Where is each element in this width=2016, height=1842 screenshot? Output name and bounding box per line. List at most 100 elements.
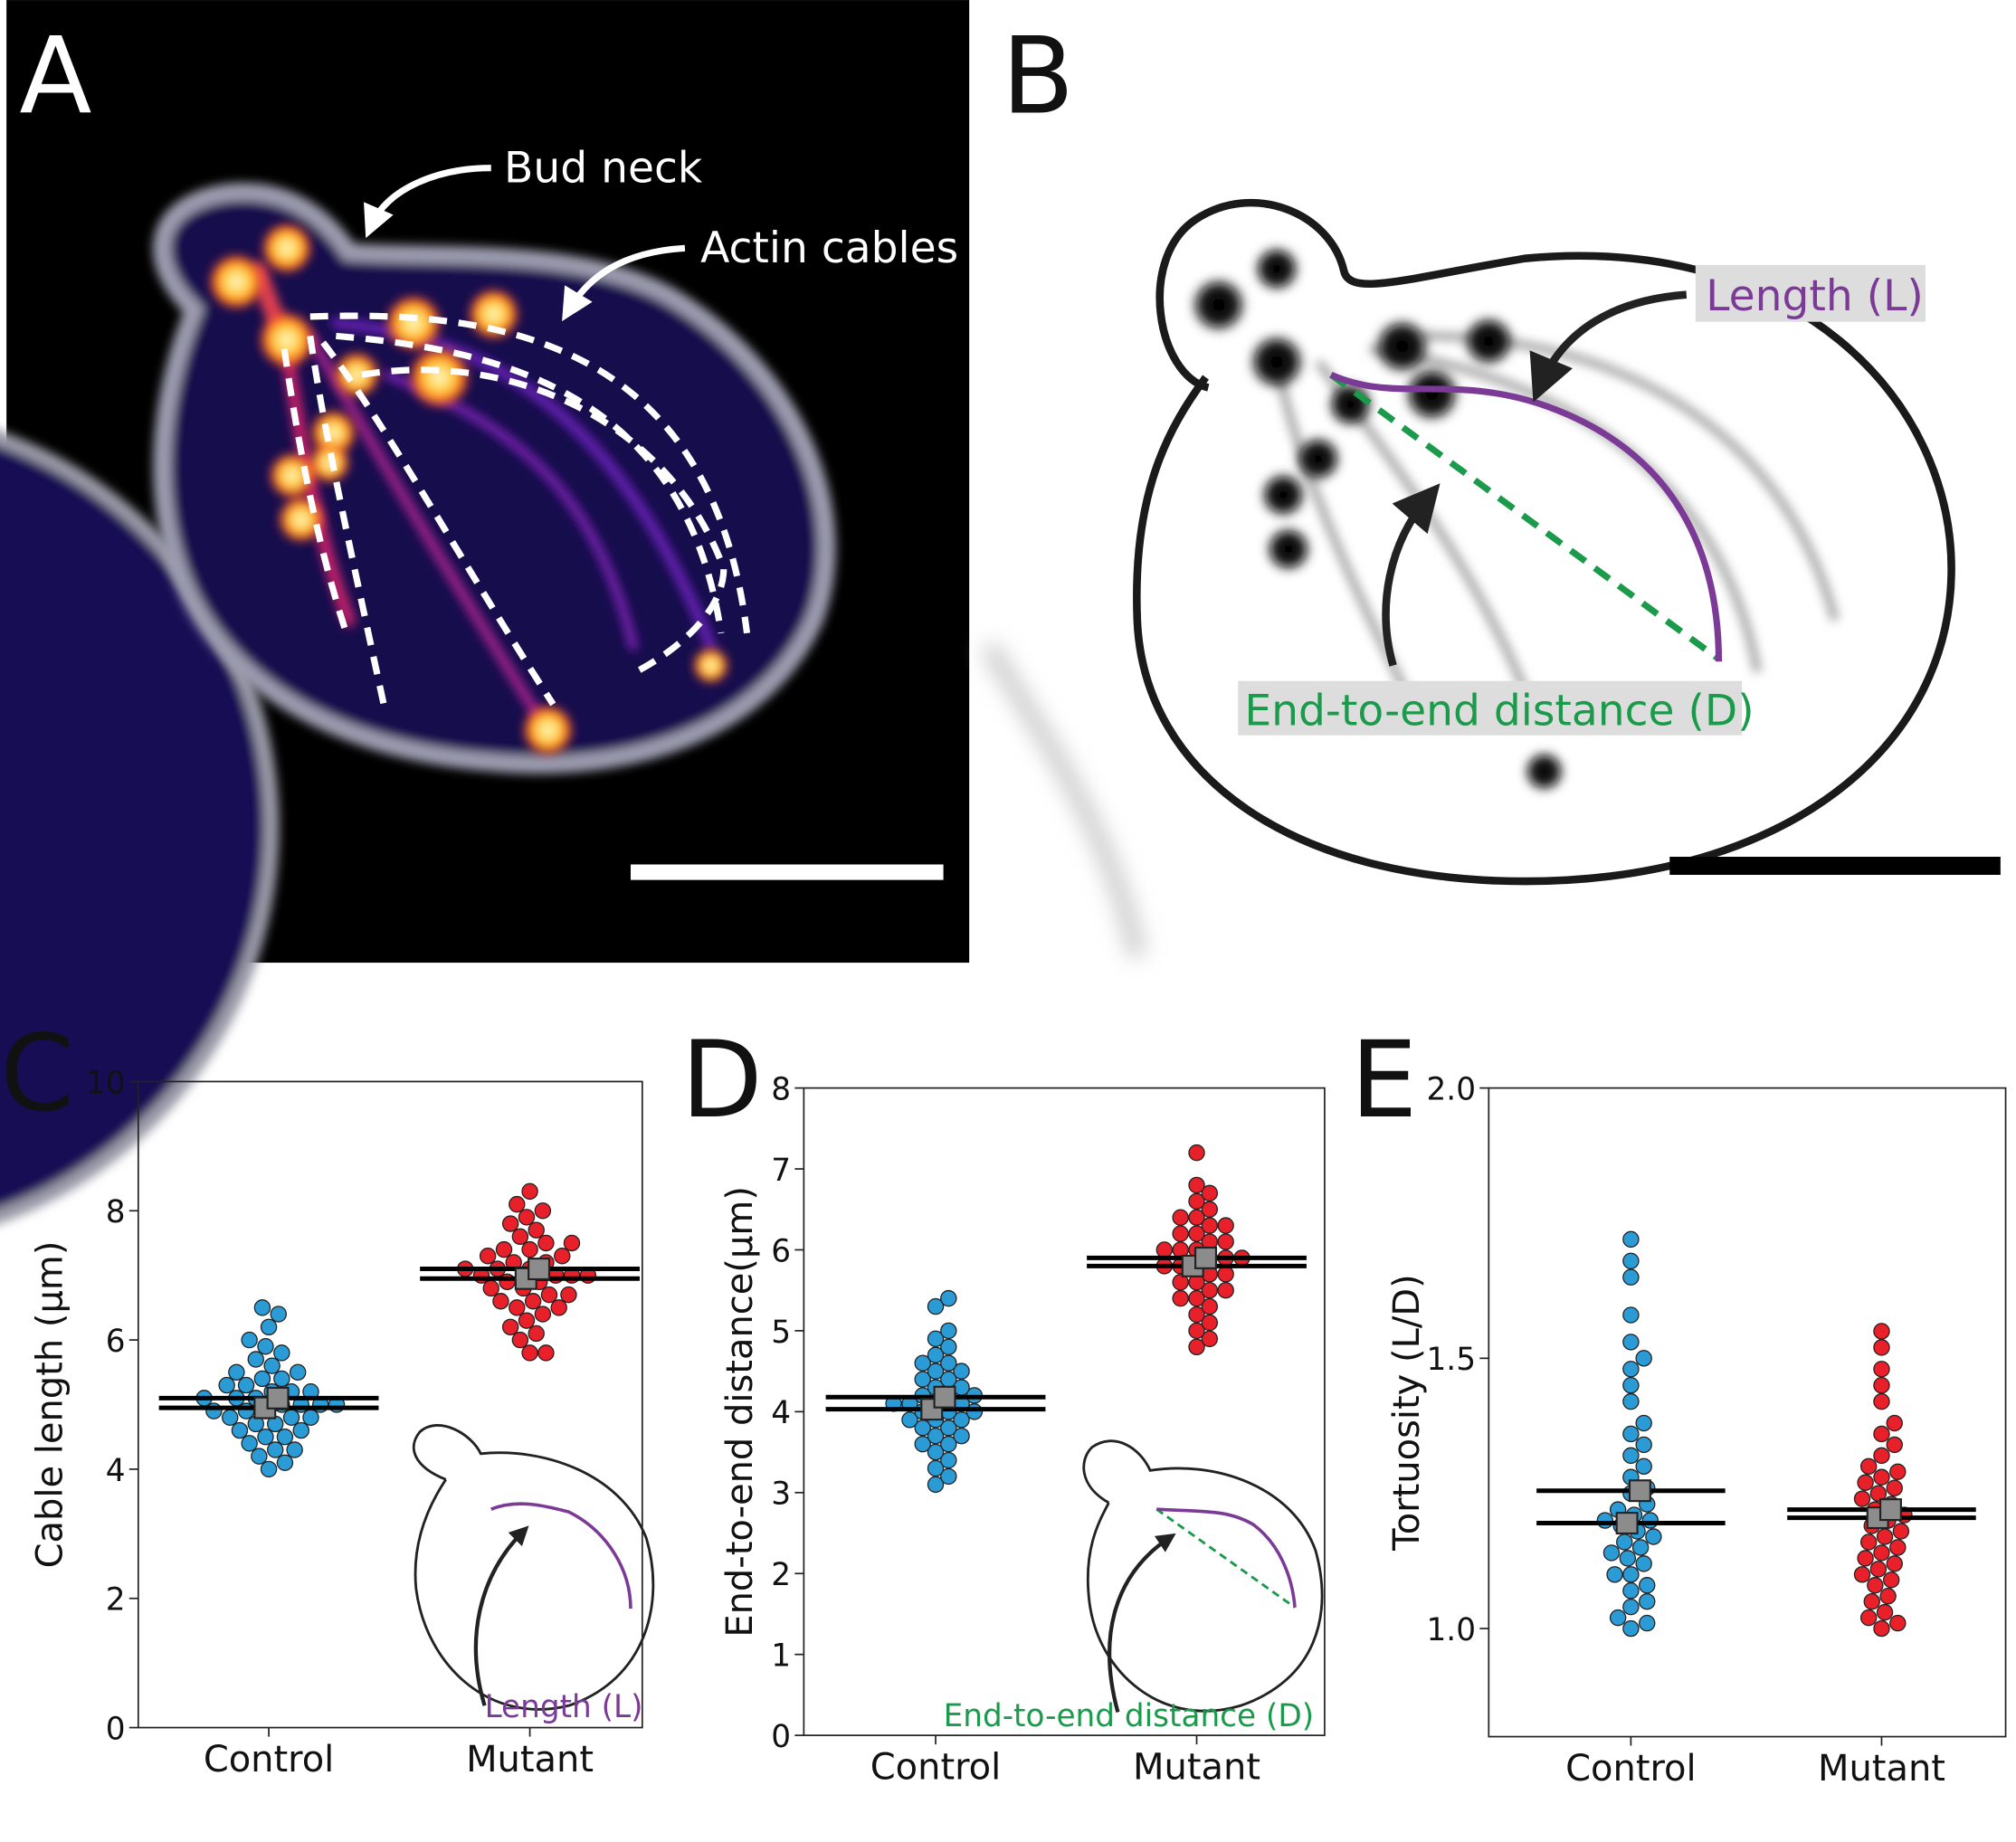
data-point [1886, 1555, 1903, 1572]
data-point [1867, 1577, 1884, 1594]
data-point [1635, 1457, 1652, 1476]
panel-letter: B [1002, 14, 1074, 138]
data-point [1635, 1436, 1652, 1454]
y-axis-label: End-to-end distance(µm) [719, 1186, 761, 1638]
data-point [1188, 1192, 1205, 1211]
data-point [260, 1460, 278, 1478]
data-point [927, 1297, 945, 1315]
y-axis-label: Tortuosity (L/D) [1386, 1274, 1428, 1552]
data-point [563, 1234, 581, 1252]
data-point [509, 1299, 526, 1316]
annotation: Actin cables [700, 223, 958, 273]
data-point [1635, 1555, 1652, 1572]
data-point [1616, 1533, 1633, 1551]
data-point [914, 1435, 931, 1453]
annotation: Bud neck [504, 143, 703, 193]
y-tick-label: 1 [771, 1638, 791, 1675]
data-point [276, 1428, 294, 1446]
data-point [518, 1312, 536, 1329]
data-point [1873, 1544, 1890, 1562]
data-point [1622, 1392, 1640, 1410]
y-tick-label: 7 [771, 1153, 791, 1189]
data-point [1863, 1592, 1880, 1610]
data-point [1886, 1479, 1903, 1496]
data-point [940, 1419, 957, 1437]
arrow [562, 244, 686, 322]
data-point [927, 1363, 945, 1380]
data-point [518, 1209, 536, 1226]
data-point [257, 1338, 274, 1355]
data-point [253, 1370, 271, 1388]
data-point [1217, 1233, 1234, 1250]
y-tick-label: 4 [771, 1395, 791, 1431]
y-tick-label: 2 [771, 1557, 791, 1593]
data-point [509, 1195, 526, 1213]
data-point [1873, 1425, 1890, 1443]
annotation: Length (L) [1706, 271, 1924, 321]
data-point [1889, 1614, 1907, 1632]
data-point [914, 1371, 931, 1388]
cell [153, 183, 836, 774]
data-point [1188, 1289, 1205, 1307]
data-point [1622, 1582, 1640, 1600]
data-point [940, 1435, 957, 1453]
y-tick-label: 1.5 [1427, 1342, 1477, 1378]
data-point [1622, 1230, 1640, 1249]
data-point [273, 1344, 290, 1362]
x-tick-label: Control [1565, 1748, 1696, 1790]
inset-label: End-to-end distance (D) [944, 1698, 1315, 1734]
end-to-end-line [1328, 372, 1721, 662]
data-point [1188, 1209, 1205, 1226]
data-point [241, 1331, 258, 1349]
replicate-mean [933, 1385, 956, 1409]
data-point [927, 1427, 945, 1445]
data-point [1188, 1306, 1205, 1324]
y-tick-label: 5 [771, 1315, 791, 1351]
data-point [914, 1354, 931, 1372]
y-tick-label: 1.0 [1427, 1612, 1477, 1648]
data-point [266, 1441, 284, 1458]
x-tick-label: Control [870, 1747, 1001, 1789]
data-point [1172, 1274, 1189, 1291]
data-point [1622, 1268, 1640, 1286]
data-point [492, 1293, 509, 1310]
data-point [1201, 1281, 1219, 1299]
data-point [1606, 1566, 1623, 1583]
y-tick-label: 2.0 [1427, 1071, 1477, 1107]
data-point [1188, 1176, 1205, 1194]
data-point [1596, 1512, 1614, 1529]
data-point [1201, 1201, 1219, 1218]
data-point [940, 1451, 957, 1469]
data-point [1882, 1571, 1900, 1589]
actin-patches [207, 222, 729, 756]
replicate-mean [266, 1386, 290, 1410]
data-point [1873, 1468, 1890, 1486]
data-point [1609, 1609, 1627, 1627]
data-point [1873, 1339, 1890, 1356]
plot-frame [803, 1087, 1326, 1736]
data-point [302, 1409, 319, 1426]
data-point [940, 1338, 957, 1356]
data-point [940, 1322, 957, 1340]
data-point [521, 1240, 538, 1258]
data-point [1172, 1209, 1189, 1226]
plot-frame [137, 1080, 643, 1729]
data-point [1201, 1184, 1219, 1202]
length-curve [1329, 371, 1723, 662]
data-point [528, 1325, 545, 1343]
data-point [1886, 1414, 1903, 1432]
data-point [1859, 1533, 1878, 1551]
data-point [251, 1448, 268, 1465]
replicate-mean [1628, 1479, 1651, 1503]
data-point [1639, 1614, 1656, 1632]
panel-b: Length (L) End-to-end distance (D) B [980, 14, 2001, 958]
data-point [237, 1376, 255, 1394]
data-point [524, 1293, 542, 1310]
panel-a: A Bud neck Actin cables [0, 0, 970, 1224]
annotation: End-to-end distance (D) [1244, 686, 1754, 736]
panel-letter: E [1350, 1018, 1417, 1142]
data-point [1217, 1217, 1234, 1234]
data-point [940, 1289, 957, 1307]
data-point [540, 1286, 558, 1304]
